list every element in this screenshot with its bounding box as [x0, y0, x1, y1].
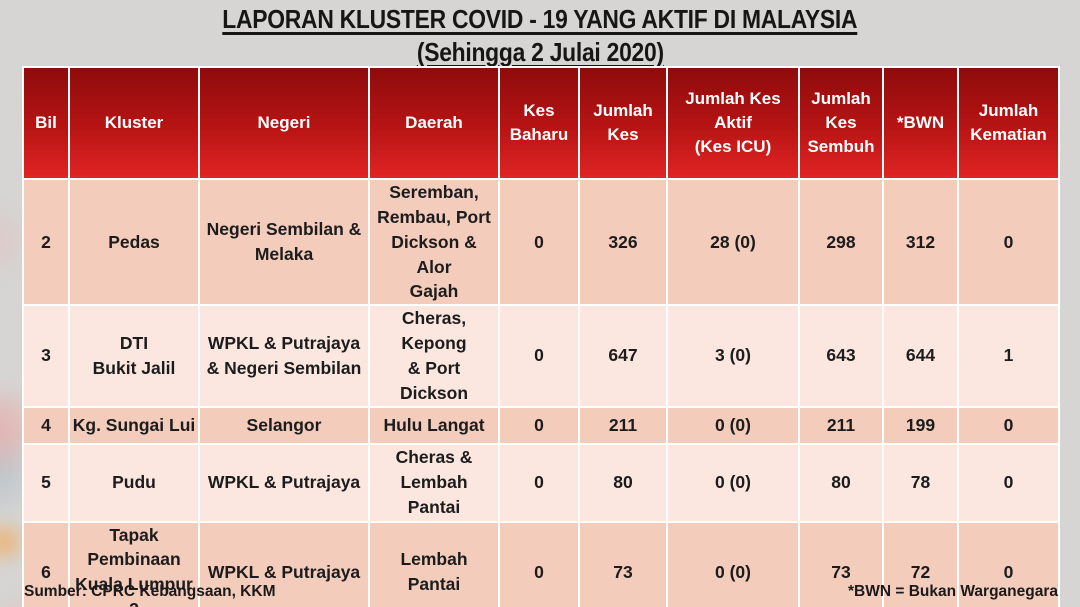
- cell-negeri: WPKL & Putrajaya & Negeri Sembilan: [198, 304, 370, 408]
- cell-kluster: Pudu: [68, 442, 200, 523]
- table-row: 3 DTI Bukit Jalil WPKL & Putrajaya & Neg…: [22, 304, 1060, 408]
- table-row: 2 Pedas Negeri Sembilan & Melaka Seremba…: [22, 177, 1060, 307]
- column-header-kes-sembuh: Jumlah Kes Sembuh: [798, 66, 884, 180]
- cell-bwn: 644: [882, 304, 959, 408]
- cell-kes-sembuh: 643: [798, 304, 884, 408]
- column-header-bwn: *BWN: [882, 66, 959, 180]
- cell-negeri: WPKL & Putrajaya: [198, 520, 370, 607]
- cell-kematian: 1: [957, 304, 1060, 408]
- cell-bil: 4: [22, 405, 70, 445]
- column-header-bil: Bil: [22, 66, 70, 180]
- column-header-kluster: Kluster: [68, 66, 200, 180]
- cell-jumlah-kes: 73: [578, 520, 668, 607]
- cell-bwn: 199: [882, 405, 959, 445]
- cell-jumlah-kes: 80: [578, 442, 668, 523]
- column-header-kematian: Jumlah Kematian: [957, 66, 1060, 180]
- cell-kematian: 0: [957, 520, 1060, 607]
- cell-kes-sembuh: 80: [798, 442, 884, 523]
- cell-jumlah-kes: 211: [578, 405, 668, 445]
- cell-kluster: DTI Bukit Jalil: [68, 304, 200, 408]
- cell-kes-sembuh: 298: [798, 177, 884, 307]
- cell-bwn: 78: [882, 442, 959, 523]
- source-note: Sumber: CPRC Kebangsaan, KKM: [24, 583, 276, 600]
- cell-daerah: Cheras, Kepong & Port Dickson: [368, 304, 500, 408]
- cell-daerah: Cheras & Lembah Pantai: [368, 442, 500, 523]
- cell-kes-aktif: 0 (0): [666, 520, 800, 607]
- cell-kes-aktif: 0 (0): [666, 442, 800, 523]
- cell-bil: 2: [22, 177, 70, 307]
- cell-negeri: Selangor: [198, 405, 370, 445]
- cell-kes-aktif: 28 (0): [666, 177, 800, 307]
- cell-kes-aktif: 0 (0): [666, 405, 800, 445]
- column-header-jumlah-kes: Jumlah Kes: [578, 66, 668, 180]
- cell-bwn: 312: [882, 177, 959, 307]
- table-row: 6 Tapak Pembinaan Kuala Lumpur 2 WPKL & …: [22, 520, 1060, 607]
- cell-kluster: Pedas: [68, 177, 200, 307]
- cell-negeri: Negeri Sembilan & Melaka: [198, 177, 370, 307]
- cell-kes-baharu: 0: [498, 405, 580, 445]
- cell-kematian: 0: [957, 177, 1060, 307]
- covid-cluster-table: Bil Kluster Negeri Daerah Kes Baharu Jum…: [22, 66, 1060, 607]
- cell-kluster: Kg. Sungai Lui: [68, 405, 200, 445]
- cell-kes-baharu: 0: [498, 520, 580, 607]
- column-header-daerah: Daerah: [368, 66, 500, 180]
- column-header-negeri: Negeri: [198, 66, 370, 180]
- cell-jumlah-kes: 326: [578, 177, 668, 307]
- cell-kes-baharu: 0: [498, 177, 580, 307]
- cell-kes-baharu: 0: [498, 442, 580, 523]
- column-header-kes-baharu: Kes Baharu: [498, 66, 580, 180]
- cell-bwn: 72: [882, 520, 959, 607]
- cell-daerah: Seremban, Rembau, Port Dickson & Alor Ga…: [368, 177, 500, 307]
- cell-bil: 3: [22, 304, 70, 408]
- title-line-2: (Sehingga 2 Julai 2020): [416, 37, 664, 67]
- column-header-kes-aktif: Jumlah Kes Aktif (Kes ICU): [666, 66, 800, 180]
- cell-kes-baharu: 0: [498, 304, 580, 408]
- cell-kes-sembuh: 73: [798, 520, 884, 607]
- cell-bil: 5: [22, 442, 70, 523]
- cell-bil: 6: [22, 520, 70, 607]
- table-row: 5 Pudu WPKL & Putrajaya Cheras & Lembah …: [22, 442, 1060, 523]
- page-title: LAPORAN KLUSTER COVID - 19 YANG AKTIF DI…: [0, 5, 1080, 71]
- table-row: 4 Kg. Sungai Lui Selangor Hulu Langat 0 …: [22, 405, 1060, 445]
- cell-kematian: 0: [957, 405, 1060, 445]
- table-header-row: Bil Kluster Negeri Daerah Kes Baharu Jum…: [22, 66, 1060, 180]
- cell-negeri: WPKL & Putrajaya: [198, 442, 370, 523]
- bwn-legend: *BWN = Bukan Warganegara: [847, 583, 1058, 600]
- cell-kematian: 0: [957, 442, 1060, 523]
- cell-daerah: Lembah Pantai: [368, 520, 500, 607]
- cell-kluster: Tapak Pembinaan Kuala Lumpur 2: [68, 520, 200, 607]
- cell-kes-sembuh: 211: [798, 405, 884, 445]
- cell-daerah: Hulu Langat: [368, 405, 500, 445]
- cell-kes-aktif: 3 (0): [666, 304, 800, 408]
- cell-jumlah-kes: 647: [578, 304, 668, 408]
- title-line-1: LAPORAN KLUSTER COVID - 19 YANG AKTIF DI…: [222, 4, 858, 34]
